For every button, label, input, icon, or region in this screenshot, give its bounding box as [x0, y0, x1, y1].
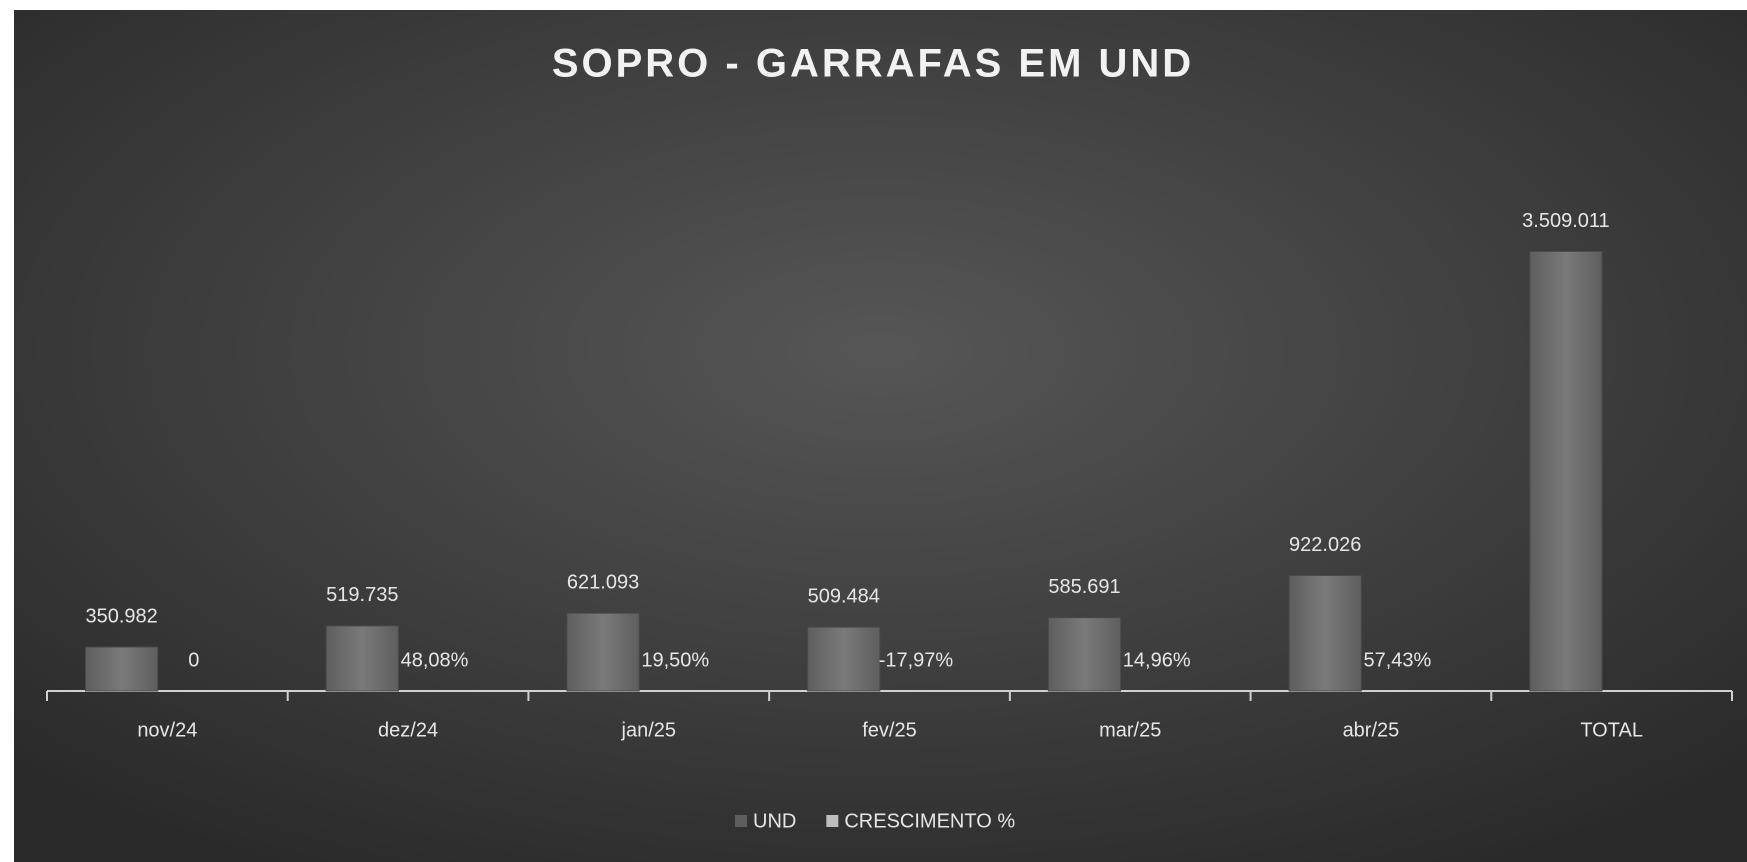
data-label: 3.509.011 [1522, 210, 1610, 232]
x-tick-label: TOTAL [1580, 719, 1643, 741]
x-tick-label: nov/24 [137, 719, 197, 741]
data-label: 14,96% [1123, 649, 1191, 671]
x-tick-label: mar/25 [1099, 719, 1161, 741]
legend-swatch [735, 815, 747, 827]
bar [1529, 250, 1603, 692]
data-label: 509.484 [808, 585, 880, 607]
x-tick-label: dez/24 [378, 719, 438, 741]
bar [1288, 575, 1362, 692]
data-label: 621.093 [567, 571, 639, 593]
legend-label: CRESCIMENTO % [844, 810, 1015, 832]
bar [566, 612, 640, 692]
chart-background [14, 10, 1747, 862]
data-label: 0 [188, 649, 199, 671]
chart-title: SOPRO - GARRAFAS EM UND [552, 42, 1194, 86]
data-label: 585.691 [1048, 576, 1120, 598]
data-label: 48,08% [401, 649, 469, 671]
bar [1047, 617, 1122, 692]
legend-swatch [826, 815, 839, 827]
x-tick-label: jan/25 [621, 719, 677, 741]
x-tick-label: fev/25 [862, 719, 916, 741]
bar [325, 625, 399, 692]
bar [807, 626, 881, 692]
data-label: 350.982 [85, 605, 157, 627]
data-label: 57,43% [1363, 649, 1431, 671]
data-label: -17,97% [879, 649, 954, 671]
bar [85, 646, 159, 692]
legend-label: UND [753, 810, 796, 832]
data-label: 922.026 [1289, 534, 1361, 556]
data-label: 19,50% [641, 649, 709, 671]
data-label: 519.735 [326, 584, 398, 606]
x-tick-label: abr/25 [1343, 719, 1400, 741]
